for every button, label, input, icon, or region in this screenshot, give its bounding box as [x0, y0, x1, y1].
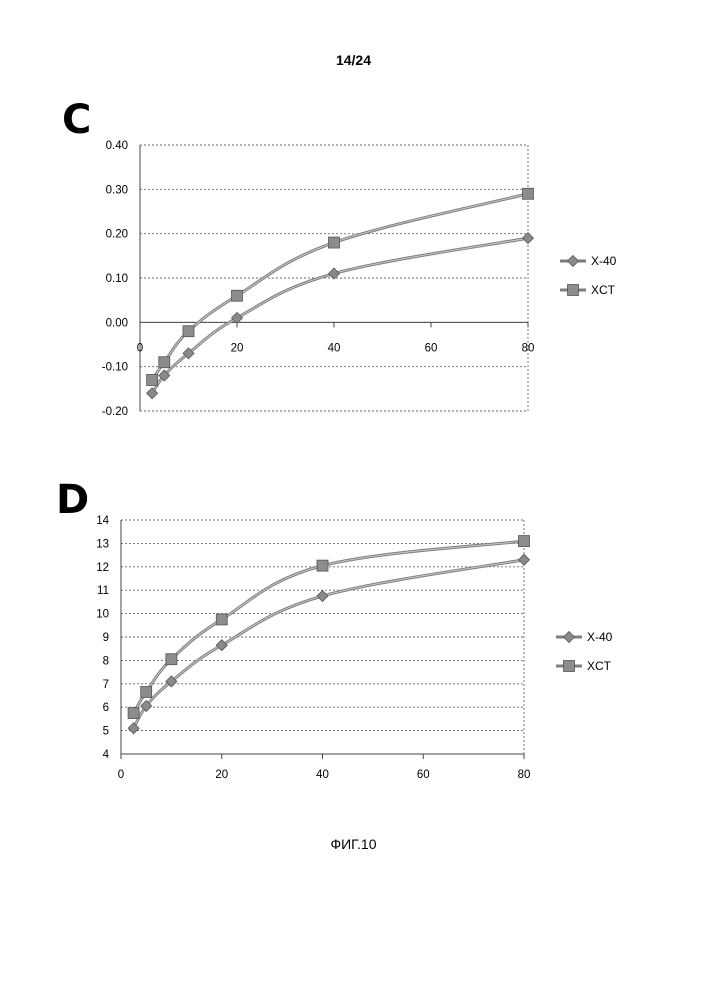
- chart-d-y-tick-label: 12: [96, 562, 109, 574]
- chart-d-x-tick-label: 40: [316, 769, 329, 781]
- chart-d-y-tick-label: 7: [103, 679, 109, 691]
- chart-d-x-tick-label: 60: [417, 769, 430, 781]
- chart-d-legend-marker: [563, 660, 575, 672]
- chart-c-y-tick-label: -0.10: [102, 362, 128, 374]
- chart-c-point-square: [182, 325, 195, 338]
- chart-d-series-line-highlight-0: [133, 559, 525, 729]
- chart-d-legend-label: XCT: [587, 659, 612, 673]
- chart-c-point-square: [158, 356, 171, 369]
- chart-c-point-diamond: [158, 369, 171, 382]
- page-number: 14/24: [335, 52, 372, 68]
- chart-d-point-diamond: [517, 553, 531, 566]
- figure-label: ФИГ.10: [330, 836, 377, 852]
- chart-d-point-diamond: [215, 639, 228, 652]
- chart-c-point-square: [231, 289, 243, 302]
- chart-d-point-square: [215, 613, 228, 626]
- chart-d-point-diamond: [127, 722, 140, 735]
- chart-d-y-tick-label: 13: [96, 538, 109, 550]
- chart-d-x-tick-label: 0: [118, 769, 124, 781]
- chart-c-x-tick-label: 60: [425, 342, 438, 354]
- chart-c-y-tick-label: 0.20: [106, 229, 128, 241]
- chart-c-point-diamond: [182, 347, 195, 360]
- chart-d-point-diamond: [316, 589, 329, 603]
- chart-c-x-tick-label: 80: [522, 342, 535, 354]
- chart-c-legend-marker: [566, 254, 580, 268]
- chart-c-y-tick-label: 0.30: [106, 184, 128, 196]
- chart-d-y-tick-label: 10: [96, 609, 109, 621]
- chart-c-point-diamond: [521, 232, 535, 245]
- chart-d-x-tick-label: 20: [215, 769, 228, 781]
- chart-c-y-tick-label: 0.00: [106, 317, 128, 329]
- chart-c-legend-marker: [567, 284, 579, 296]
- chart-c-point-diamond: [327, 267, 341, 280]
- chart-d-legend-marker: [562, 630, 576, 644]
- chart-c: -0.20 -0.10 0.00 0.10 0.20 0.30 0.40 0 20 40 60 80 X…: [102, 140, 617, 418]
- chart-c-y-tick-label: -0.20: [102, 406, 128, 418]
- chart-c-point-square: [522, 187, 534, 200]
- chart-c-point-diamond: [146, 387, 159, 400]
- panel-label-c: C: [62, 97, 92, 143]
- chart-c-point-square: [146, 374, 159, 386]
- chart-d-y-tick-label: 6: [103, 702, 109, 714]
- chart-d: 4 5 6 7 8 9 10 11 12 13 14 0 20 40 60 80 X-40 XCT: [96, 515, 613, 781]
- chart-c-point-square: [328, 236, 340, 249]
- chart-d-y-tick-label: 9: [103, 632, 109, 644]
- panel-label-d: D: [56, 477, 90, 523]
- chart-c-x-tick-label: 40: [328, 342, 341, 354]
- chart-d-point-square: [518, 535, 530, 547]
- chart-d-y-tick-label: 4: [103, 749, 110, 761]
- chart-c-point-diamond: [230, 311, 244, 324]
- chart-d-point-square: [165, 653, 178, 666]
- chart-c-y-tick-label: 0.40: [106, 140, 128, 152]
- chart-d-y-tick-label: 8: [103, 655, 109, 667]
- chart-c-y-tick-label: 0.10: [106, 273, 128, 285]
- chart-d-point-square: [127, 707, 140, 719]
- chart-d-point-square: [316, 559, 329, 572]
- chart-c-legend-label: X-40: [591, 254, 617, 268]
- chart-d-y-tick-label: 11: [97, 585, 109, 597]
- chart-d-point-square: [140, 686, 153, 698]
- chart-d-x-tick-label: 80: [518, 769, 531, 781]
- chart-d-point-diamond: [140, 699, 153, 713]
- chart-c-x-tick-label: 20: [231, 342, 244, 354]
- chart-d-y-tick-label: 5: [103, 726, 109, 738]
- chart-c-x-tick-label: 0: [137, 342, 143, 354]
- chart-d-series-line-0: [132, 558, 525, 729]
- chart-c-legend-label: XCT: [591, 283, 616, 297]
- chart-d-legend-label: X-40: [587, 630, 613, 644]
- chart-d-y-tick-label: 14: [96, 515, 109, 527]
- chart-d-point-diamond: [165, 675, 178, 688]
